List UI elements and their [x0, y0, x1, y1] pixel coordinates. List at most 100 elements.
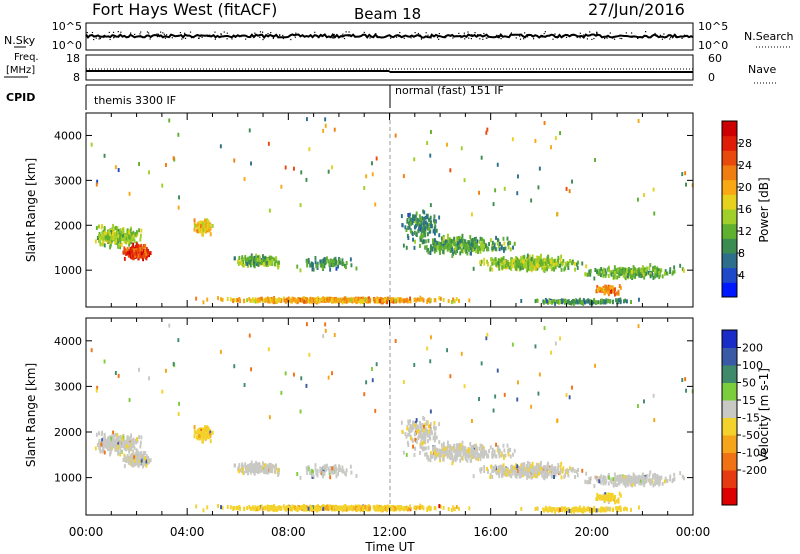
power-cell: [103, 153, 106, 158]
noise-search-dot: [290, 38, 292, 41]
velocity-cell: [121, 444, 123, 449]
power-cell: [604, 273, 607, 278]
velocity-cell: [299, 475, 302, 480]
velocity-cell: [471, 455, 473, 460]
power-cell: [568, 189, 571, 194]
power-cell: [429, 215, 432, 220]
noise-search-dot: [240, 35, 242, 38]
velocity-cell: [427, 445, 430, 450]
power-cell: [544, 299, 547, 304]
power-cell: [550, 145, 552, 150]
power-cell: [407, 298, 410, 303]
power-cell: [423, 230, 425, 235]
power-cell: [324, 117, 327, 122]
velocity-cell: [406, 440, 409, 445]
power-cell: [125, 251, 127, 256]
power-colorbar-swatch: [722, 282, 737, 298]
power-cell: [566, 260, 569, 265]
noise-search-dot: [468, 37, 470, 39]
velocity-cell: [146, 456, 149, 461]
power-cell: [275, 259, 277, 264]
velocity-cell: [145, 463, 148, 468]
power-cell: [409, 299, 412, 304]
noise-search-dot: [586, 38, 589, 40]
power-cell: [622, 273, 625, 278]
velocity-cell: [603, 477, 605, 482]
velocity-cell: [515, 469, 518, 474]
power-cell: [609, 270, 612, 275]
power-cell: [465, 242, 468, 247]
noise-search-dot: [390, 37, 392, 39]
power-cell: [205, 221, 208, 226]
velocity-cell: [649, 470, 652, 475]
noise-search-dot: [681, 37, 683, 39]
power-cell: [492, 246, 495, 251]
cpid-label: CPID: [6, 91, 35, 104]
noise-search-dot: [214, 31, 216, 33]
velocity-cell: [349, 464, 352, 469]
velocity-cell: [112, 436, 115, 441]
power-cell: [333, 257, 336, 262]
power-cell: [117, 233, 120, 238]
power-cell: [561, 262, 564, 267]
power-cell: [430, 247, 433, 252]
noise-search-dot: [579, 32, 581, 34]
power-cell: [249, 261, 252, 266]
power-cell: [201, 222, 204, 227]
power-cell: [357, 296, 360, 301]
velocity-cell: [543, 470, 546, 475]
power-cell: [643, 268, 645, 273]
power-cell: [550, 265, 553, 270]
power-cell: [432, 241, 435, 246]
power-cell: [530, 266, 533, 271]
velocity-cell: [442, 454, 445, 459]
power-cell: [658, 271, 661, 275]
power-cell: [543, 257, 546, 262]
velocity-cell: [322, 465, 325, 470]
power-cell: [616, 300, 619, 305]
power-cell: [507, 245, 510, 250]
noise-search-dot: [544, 31, 546, 33]
velocity-cell: [454, 458, 457, 463]
velocity-cell: [440, 449, 443, 454]
velocity-cell: [246, 469, 249, 474]
velocity-cell: [453, 443, 456, 448]
power-cell: [523, 254, 526, 259]
power-cell: [590, 301, 593, 306]
noise-search-dot: [523, 38, 525, 40]
power-cell: [442, 243, 445, 248]
power-cell: [631, 269, 633, 274]
noise-search-dot: [104, 34, 106, 36]
noise-search-dot: [333, 33, 335, 36]
power-cell: [518, 260, 520, 265]
power-cell: [262, 262, 265, 267]
power-cell: [482, 246, 484, 251]
power-cell: [625, 272, 627, 277]
power-cell: [338, 298, 341, 303]
power-cell: [483, 261, 486, 266]
noise-search-dot: [661, 38, 664, 40]
power-cell: [620, 269, 622, 274]
power-cell: [624, 276, 627, 281]
noise-search-dot: [146, 31, 149, 33]
velocity-cell: [106, 445, 109, 450]
power-cell: [557, 255, 560, 260]
noise-search-dot: [86, 31, 88, 34]
velocity-cell: [405, 434, 408, 439]
velocity-cell: [145, 459, 148, 464]
power-cell: [134, 232, 137, 237]
noise-search-dot: [272, 37, 274, 40]
power-cell: [615, 298, 617, 303]
power-cell: [126, 246, 129, 251]
velocity-cell: [122, 435, 125, 440]
velocity-cell: [459, 442, 461, 447]
power-cell: [238, 298, 241, 303]
velocity-cell: [629, 476, 632, 481]
power-cell: [617, 290, 620, 295]
power-cell: [254, 299, 257, 304]
velocity-cell: [589, 480, 592, 485]
velocity-cell: [618, 481, 621, 486]
power-cell: [365, 174, 368, 179]
power-cell: [457, 237, 460, 242]
